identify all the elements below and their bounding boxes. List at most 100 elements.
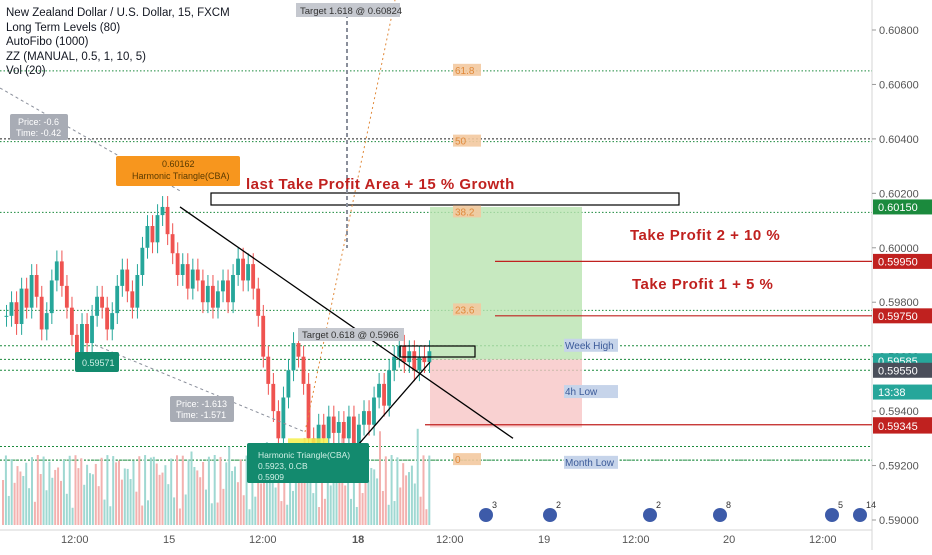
candle-body: [140, 247, 145, 275]
fib-label: 61.8: [455, 66, 475, 77]
volume-bar: [126, 468, 129, 525]
candle-body: [326, 416, 331, 439]
volume-bar: [219, 456, 222, 525]
volume-bar: [286, 504, 289, 525]
x-tick-label: 15: [163, 534, 175, 546]
volume-bar: [94, 463, 97, 525]
event-flag-icon: [825, 508, 839, 522]
low-label-box: [75, 352, 119, 372]
harmonic-bottom-line: Harmonic Triangle(CBA): [258, 450, 350, 460]
volume-bar: [45, 490, 48, 525]
volume-bar: [370, 467, 373, 525]
candle-body: [226, 280, 230, 303]
fib-label: 50: [455, 137, 467, 148]
candle-body: [341, 422, 346, 439]
price-tag-label: 0.60150: [878, 202, 918, 214]
symbol-title[interactable]: New Zealand Dollar / U.S. Dollar, 15, FX…: [6, 7, 230, 19]
volume-bar: [312, 493, 315, 525]
price-tag-bg: [873, 384, 932, 400]
candle-body: [59, 261, 64, 286]
volume-bar: [39, 474, 42, 525]
volume-bar: [80, 458, 83, 525]
candle-body: [356, 424, 361, 450]
volume-bar: [19, 471, 22, 525]
price-tag-label: 0.59750: [878, 311, 918, 323]
indicator-autofibo[interactable]: AutoFibo (1000): [6, 36, 89, 48]
volume-bar: [170, 458, 173, 525]
candle-body: [387, 370, 392, 406]
fib-label-bg: [453, 63, 481, 76]
indicator-volume[interactable]: Vol (20): [6, 65, 46, 77]
y-tick-label: 0.60200: [879, 188, 919, 200]
volume-bar: [181, 455, 184, 525]
price-tag-bg: [873, 253, 932, 269]
candle-body: [291, 343, 296, 371]
candle-body: [74, 334, 79, 357]
volume-bar: [147, 500, 149, 525]
candle-body: [170, 234, 175, 254]
candle-body: [215, 291, 220, 308]
candle-body: [251, 264, 256, 289]
volume-bar: [205, 489, 207, 525]
candle-body: [221, 280, 225, 292]
volume-bar: [280, 501, 283, 525]
volume-bar: [106, 455, 109, 525]
candle-body: [150, 226, 155, 243]
volume-bar: [234, 466, 236, 525]
candle-body: [417, 356, 422, 371]
target-top-bg: [296, 3, 400, 17]
profit-zone: [430, 206, 582, 360]
candle-body: [306, 383, 311, 439]
volume-bar: [164, 465, 167, 525]
candle-body: [271, 383, 276, 412]
volume-bar: [118, 460, 120, 525]
volume-bar: [91, 474, 94, 525]
level-label: 4h Low: [565, 387, 598, 398]
volume-bar: [396, 457, 399, 525]
y-tick-label: 0.59800: [879, 297, 919, 309]
candle-body: [210, 285, 215, 308]
price-tag-bg: [873, 199, 932, 215]
harmonic-top-name: Harmonic Triangle(CBA): [132, 171, 230, 181]
level-label-bg: [564, 455, 618, 469]
volume-bar: [28, 488, 31, 525]
volume-bar: [321, 455, 323, 525]
event-count: 3: [492, 500, 497, 510]
target-mid-bg: [298, 328, 404, 341]
volume-bar: [22, 476, 25, 525]
y-tick-label: 0.59000: [879, 515, 919, 527]
price-time-2-bg: [170, 396, 234, 422]
tp1-label: Take Profit 1 + 5 %: [632, 276, 774, 293]
indicator-long-term-levels[interactable]: Long Term Levels (80): [6, 21, 121, 34]
volume-bar: [141, 505, 144, 525]
candle-body: [80, 324, 84, 357]
candle-body: [34, 275, 39, 297]
candle-body: [321, 424, 326, 439]
candle-body: [175, 253, 180, 275]
indicator-zigzag[interactable]: ZZ (MANUAL, 0.5, 1, 10, 5): [6, 50, 146, 63]
volume-bar: [190, 451, 193, 525]
candle-body: [195, 269, 200, 281]
event-flag-icon: [713, 508, 727, 522]
volume-bar: [390, 455, 393, 525]
candle-body: [110, 313, 115, 330]
volume-bar: [100, 457, 103, 525]
x-tick-label: 18: [352, 534, 364, 546]
volume-bar: [222, 488, 225, 525]
price-tag-bg: [873, 362, 932, 378]
volume-bar: [57, 467, 60, 525]
price-tag-bg: [873, 308, 932, 324]
candle-body: [44, 313, 49, 330]
x-tick-label: 12:00: [249, 534, 277, 546]
volume-bar: [239, 459, 242, 525]
volume-bar: [228, 446, 231, 525]
volume-bar: [86, 464, 89, 525]
volume-bar: [367, 480, 370, 525]
candle-body: [185, 264, 190, 289]
candle-body: [392, 356, 397, 371]
volume-bar: [176, 455, 178, 525]
volume-bar: [207, 456, 210, 525]
zigzag-dashed-line: [94, 344, 306, 433]
candle-body: [205, 285, 210, 303]
